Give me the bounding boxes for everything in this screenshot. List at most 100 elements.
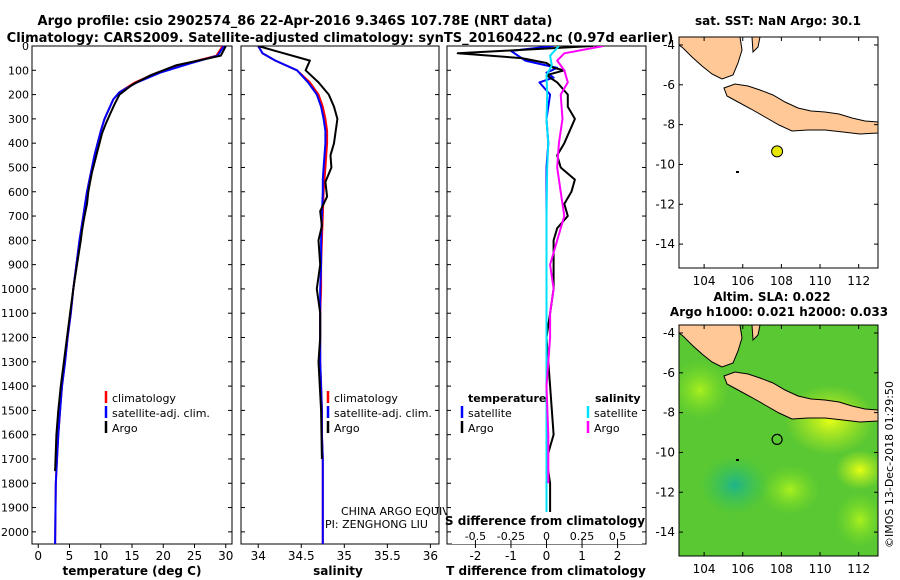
x-tick-label: 0	[543, 549, 551, 563]
salinity-xlabel: salinity	[313, 564, 363, 578]
lat-tick-label: -6	[663, 78, 675, 92]
x-tick-label: 0	[34, 549, 42, 563]
temperature-legend: climatology satellite-adj. clim. Argo	[104, 391, 210, 435]
sst-map-panel: sat. SST: NaN Argo: 30.1 104 106 108 110 112…	[655, 14, 879, 288]
difference-legend: temperature satellite Argo salinity sate…	[460, 392, 641, 435]
lon-tick-label: 104	[693, 274, 716, 288]
lon-tick-label: 104	[693, 562, 716, 576]
salinity-panel: 34 34.5 35 35.5 36 salinity climatology sate…	[240, 45, 485, 578]
depth-tick-label: 200	[8, 89, 29, 102]
salinity-y-ticks	[241, 45, 439, 533]
temperature-series	[54, 46, 227, 544]
legend-s-satellite: satellite	[594, 407, 638, 420]
sla-high-anomaly	[835, 492, 878, 548]
s-difference-label: S difference from climatology	[445, 514, 645, 528]
legend-s-argo: Argo	[594, 422, 620, 435]
sla-high-anomaly	[760, 465, 820, 515]
profile-location-marker	[771, 433, 783, 445]
lat-tick-label: -10	[655, 445, 675, 459]
java-land	[723, 371, 878, 423]
series-line-argo	[257, 46, 339, 460]
temperature-axes-frame	[31, 45, 233, 545]
lat-tick-label: -4	[663, 38, 675, 52]
depth-tick-label: 2000	[1, 526, 29, 539]
s-diff-tick-label: -0.5	[465, 530, 486, 543]
depth-tick-label: 1500	[1, 404, 29, 417]
legend-t-argo: Argo	[468, 422, 494, 435]
depth-tick-label: 0	[22, 40, 29, 53]
x-tick-label: 34.5	[288, 549, 315, 563]
series-line-argo	[54, 46, 227, 472]
depth-tick-label: 1600	[1, 429, 29, 442]
legend-title-temperature: temperature	[468, 392, 546, 405]
depth-tick-label: 1700	[1, 453, 29, 466]
s-diff-tick-label: 0.25	[570, 530, 595, 543]
lat-tick-label: -8	[663, 118, 675, 132]
lon-tick-label: 106	[731, 562, 754, 576]
x-tick-label: 5	[66, 549, 74, 563]
depth-tick-label: 300	[8, 113, 29, 126]
x-tick-label: 10	[93, 549, 108, 563]
sla-map-title-line1: Altim. SLA: 0.022	[713, 290, 830, 304]
sumatra-land	[679, 325, 743, 368]
depth-tick-label: 400	[8, 137, 29, 150]
x-tick-label: 36	[423, 549, 438, 563]
legend-t-satellite: satellite	[468, 407, 512, 420]
lat-tick-label: -12	[655, 197, 675, 211]
depth-tick-label: 500	[8, 161, 29, 174]
series-line-t-argo	[456, 46, 593, 520]
salinity-axes-frame	[240, 45, 440, 545]
depth-tick-label: 700	[8, 210, 29, 223]
depth-tick-label: 1900	[1, 502, 29, 515]
sst-map-land	[679, 37, 878, 173]
salinity-legend: climatology satellite-adj. clim. Argo	[326, 391, 432, 435]
depth-tick-label: 1400	[1, 380, 29, 393]
sla-map-title-line2: Argo h1000: 0.021 h2000: 0.033	[670, 305, 888, 319]
depth-tick-label: 1800	[1, 477, 29, 490]
x-tick-label: 2	[614, 549, 622, 563]
sla-high-anomaly	[835, 450, 878, 490]
depth-axis: 0 100 200 300 400 500 600 700 800 900 1000 1100 1200…	[1, 40, 232, 539]
bangka-land	[751, 37, 761, 54]
imos-watermark: ©IMOS 13-Dec-2018 01:29:50	[883, 381, 896, 548]
top-axis-background	[452, 512, 642, 544]
salinity-difference-axis: -0.5 -0.25 0 0.25 0.5	[465, 530, 626, 544]
profile-location-marker	[771, 145, 784, 158]
depth-tick-label: 1100	[1, 307, 29, 320]
sst-map-title: sat. SST: NaN Argo: 30.1	[695, 14, 861, 28]
salinity-series	[257, 46, 339, 544]
x-tick-label: 30	[218, 549, 233, 563]
depth-tick-label: 800	[8, 234, 29, 247]
lon-tick-label: 110	[809, 562, 832, 576]
bangka-land	[751, 325, 761, 342]
christmas-island	[736, 171, 739, 173]
lon-tick-label: 108	[770, 562, 793, 576]
depth-tick-label: 600	[8, 186, 29, 199]
sst-map-axes: 104 106 108 110 112 -4 -6 -8 -10 -12 -14	[655, 37, 878, 288]
lon-tick-label: 106	[731, 274, 754, 288]
lon-tick-label: 108	[770, 274, 793, 288]
x-tick-label: 15	[124, 549, 139, 563]
depth-tick-label: 1000	[1, 283, 29, 296]
depth-tick-label: 900	[8, 259, 29, 272]
x-tick-label: 35	[337, 549, 352, 563]
sla-low-anomaly	[700, 455, 770, 515]
x-tick-label: -2	[469, 549, 481, 563]
t-difference-label: T difference from climatology	[446, 564, 646, 578]
legend-title-salinity: salinity	[595, 392, 641, 405]
legend-satellite: satellite-adj. clim.	[112, 407, 210, 420]
legend-climatology: climatology	[334, 392, 398, 405]
sst-map-frame	[678, 36, 879, 269]
depth-tick-label: 100	[8, 64, 29, 77]
legend-satellite: satellite-adj. clim.	[334, 407, 432, 420]
x-tick-label: 34	[251, 549, 266, 563]
lat-tick-label: -10	[655, 157, 675, 171]
salinity-x-axis: 34 34.5 35 35.5 36	[251, 544, 438, 563]
sla-high-anomaly	[679, 360, 730, 420]
s-diff-tick-label: 0	[543, 530, 550, 543]
legend-argo: Argo	[334, 422, 360, 435]
temperature-xlabel: temperature (deg C)	[63, 564, 202, 578]
lat-tick-label: -12	[655, 485, 675, 499]
sla-map-frame	[678, 324, 879, 557]
